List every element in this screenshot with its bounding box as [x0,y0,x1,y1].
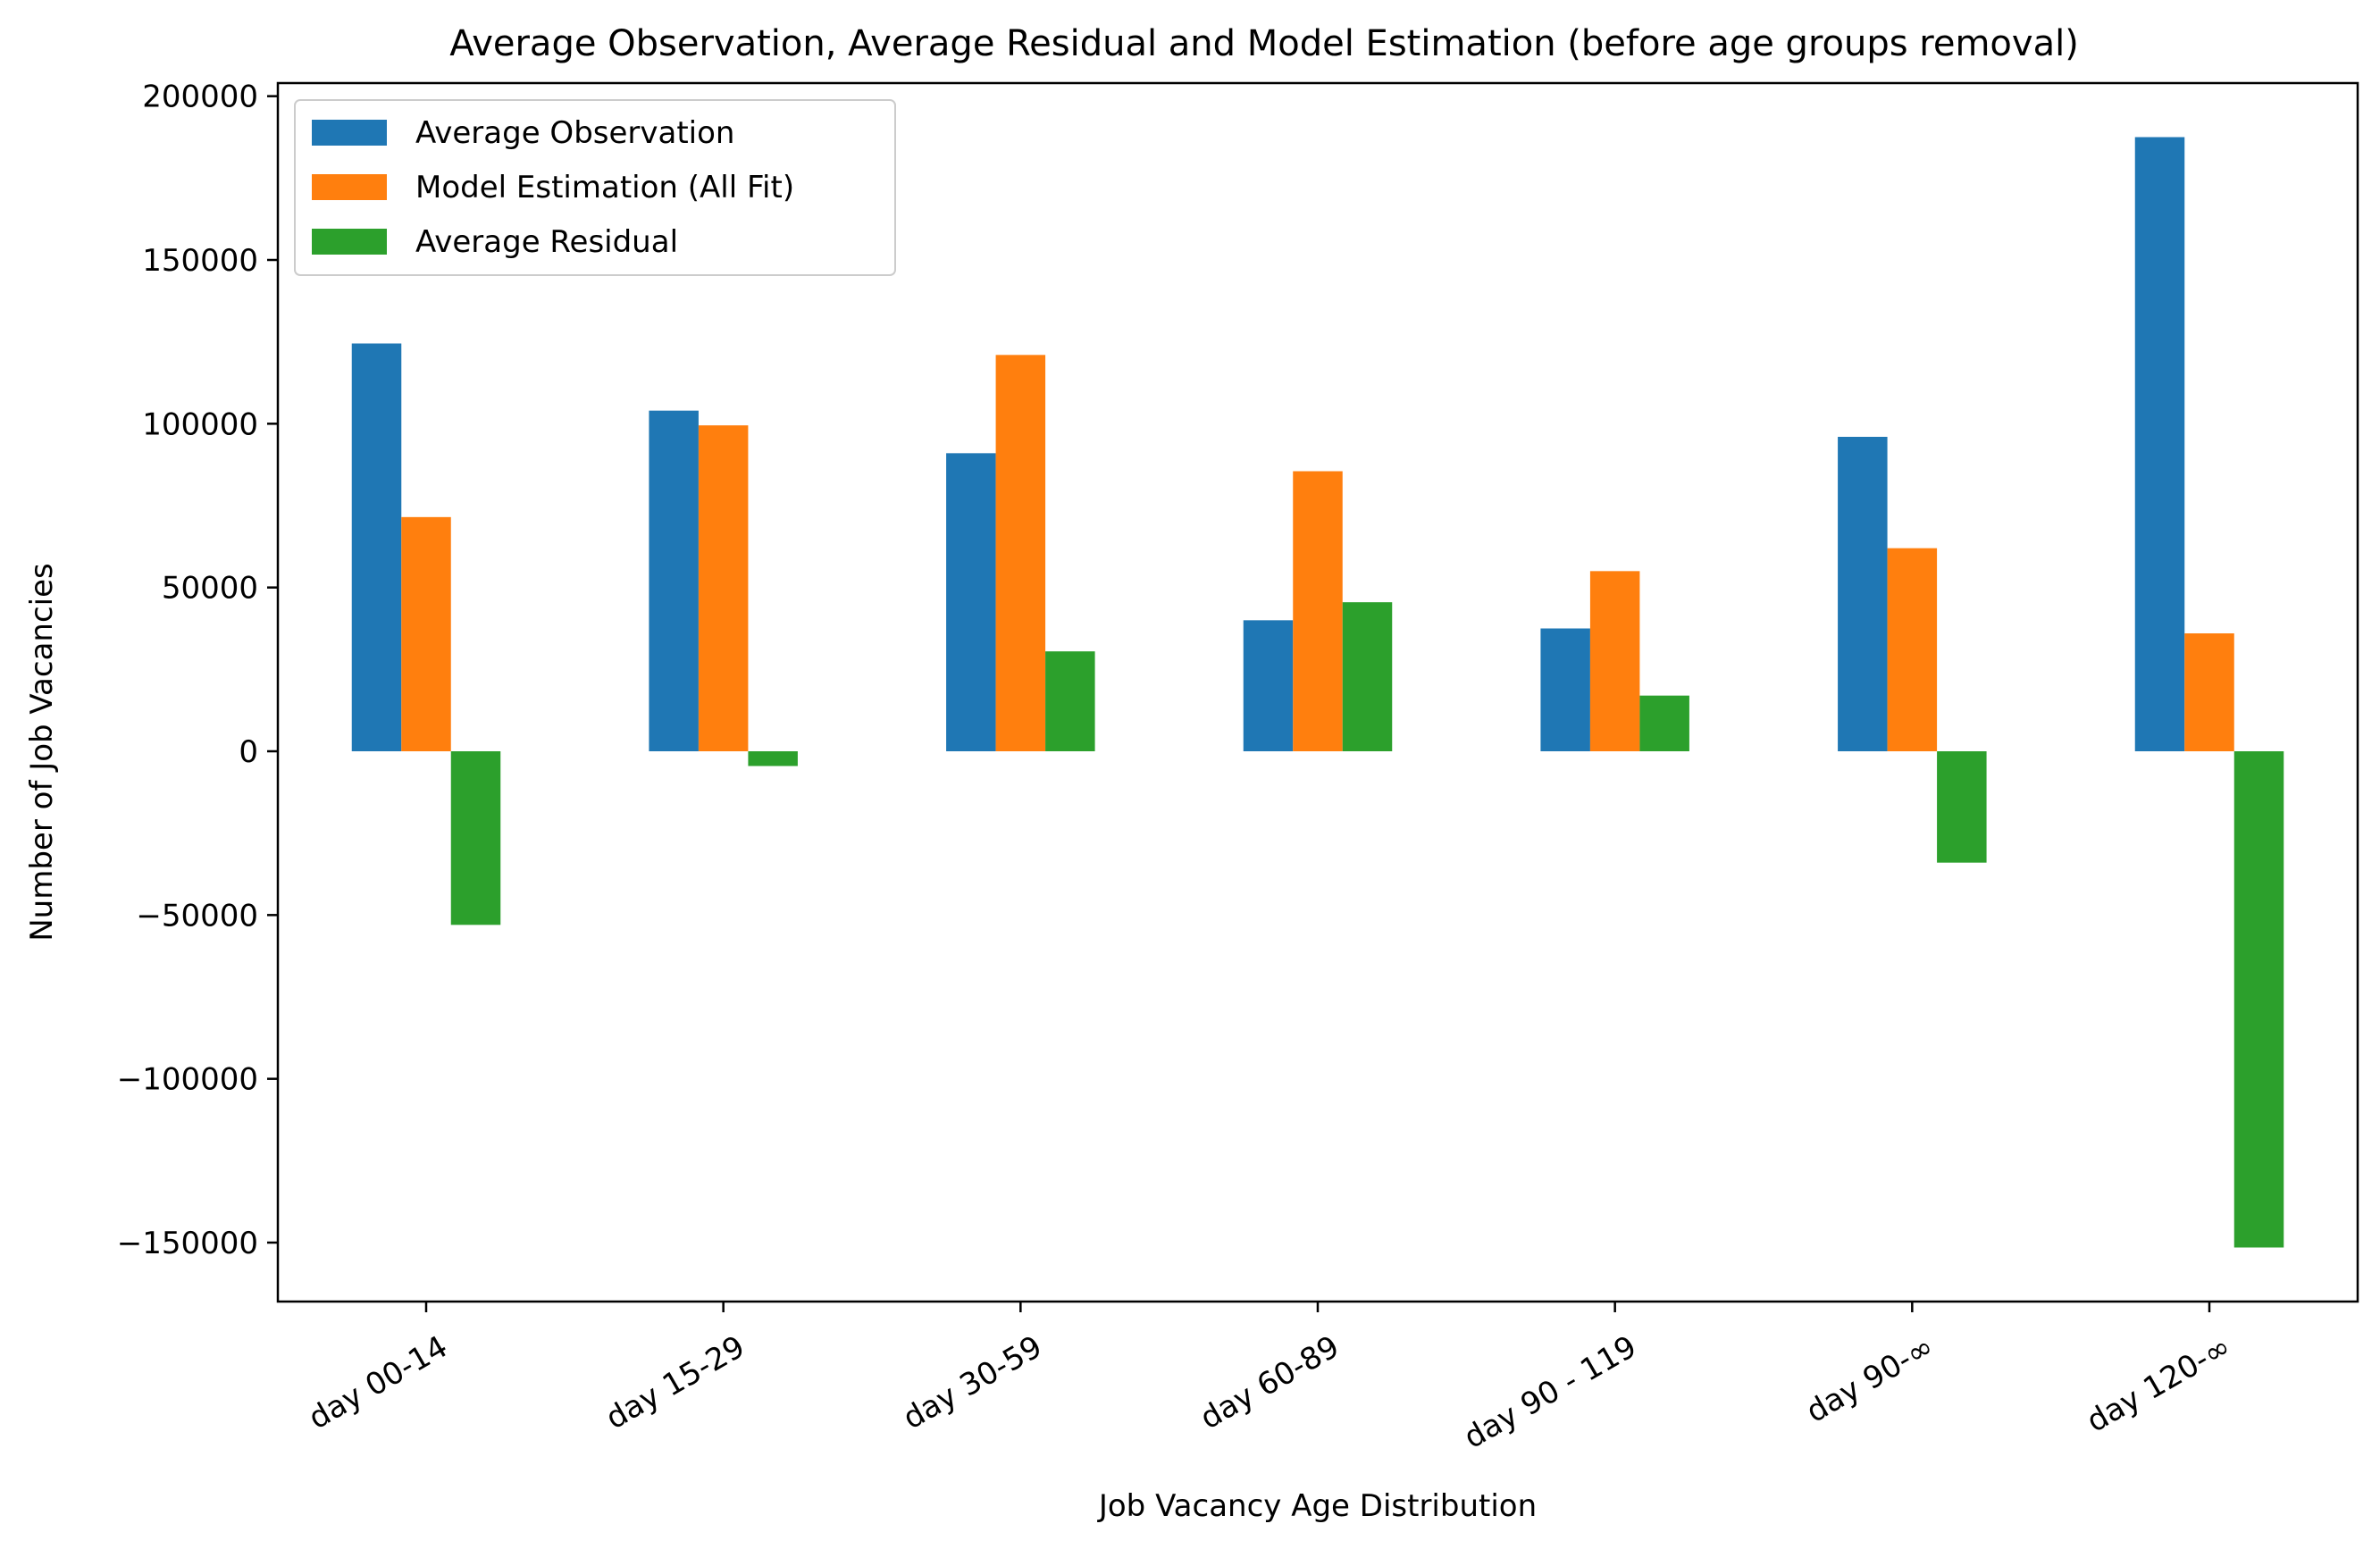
bar-model-estimation-all-fit--2 [995,355,1046,751]
legend-label: Average Residual [415,224,678,260]
x-tick-label: day 90 - 119 [1458,1329,1643,1456]
x-axis-label: Job Vacancy Age Distribution [1097,1488,1537,1524]
legend-swatch [312,229,387,255]
x-tick-label: day 90-∞ [1800,1329,1940,1430]
y-tick-label: 0 [239,734,258,770]
legend-swatch [312,120,387,146]
y-tick-label: −50000 [136,898,258,934]
chart-title: Average Observation, Average Residual an… [449,23,2079,64]
bar-model-estimation-all-fit--1 [698,425,749,751]
bar-average-residual-4 [1639,695,1689,751]
y-tick-label: −150000 [117,1226,258,1261]
bar-average-observation-6 [2134,137,2185,751]
bar-average-residual-3 [1342,602,1393,751]
x-tick-label: day 60-89 [1194,1329,1345,1437]
bar-average-observation-0 [351,343,402,751]
y-axis: −150000 −100000 −50000 0 50000 100000 150000 20… [117,80,278,1261]
bar-average-residual-0 [450,751,501,925]
legend: Average Observation Model Estimation (All… [294,99,896,276]
x-tick-label: day 15-29 [599,1329,750,1437]
y-tick-label: −100000 [117,1062,258,1098]
x-axis: day 00-14 day 15-29 day 30-59 day 60-89 day … [303,1302,2237,1456]
bar-model-estimation-all-fit--4 [1589,571,1640,751]
bar-average-residual-1 [748,751,798,766]
bar-average-residual-2 [1045,651,1095,751]
y-tick-label: 50000 [162,571,258,607]
x-tick-label: day 00-14 [303,1329,454,1437]
bar-average-observation-1 [649,410,699,751]
bar-average-observation-5 [1838,437,1888,751]
x-tick-label: day 120-∞ [2081,1329,2237,1440]
legend-label: Average Observation [415,115,734,151]
y-tick-label: 200000 [142,80,258,115]
bar-average-observation-2 [946,453,996,751]
bar-model-estimation-all-fit--5 [1887,548,1938,751]
bar-average-residual-6 [2233,751,2284,1248]
legend-frame [294,99,896,276]
bar-average-observation-3 [1243,620,1294,751]
bar-model-estimation-all-fit--6 [2184,633,2234,751]
y-tick-label: 150000 [142,243,258,279]
legend-label: Model Estimation (All Fit) [415,170,794,205]
bar-average-observation-4 [1540,628,1590,751]
bar-model-estimation-all-fit--3 [1293,471,1343,751]
y-tick-label: 100000 [142,406,258,442]
bar-average-residual-5 [1937,751,1987,863]
x-tick-label: day 30-59 [897,1329,1048,1437]
bar-model-estimation-all-fit--0 [401,516,451,751]
legend-swatch [312,174,387,200]
bars-layer [351,137,2284,1248]
y-axis-label: Number of Job Vacancies [24,563,60,942]
